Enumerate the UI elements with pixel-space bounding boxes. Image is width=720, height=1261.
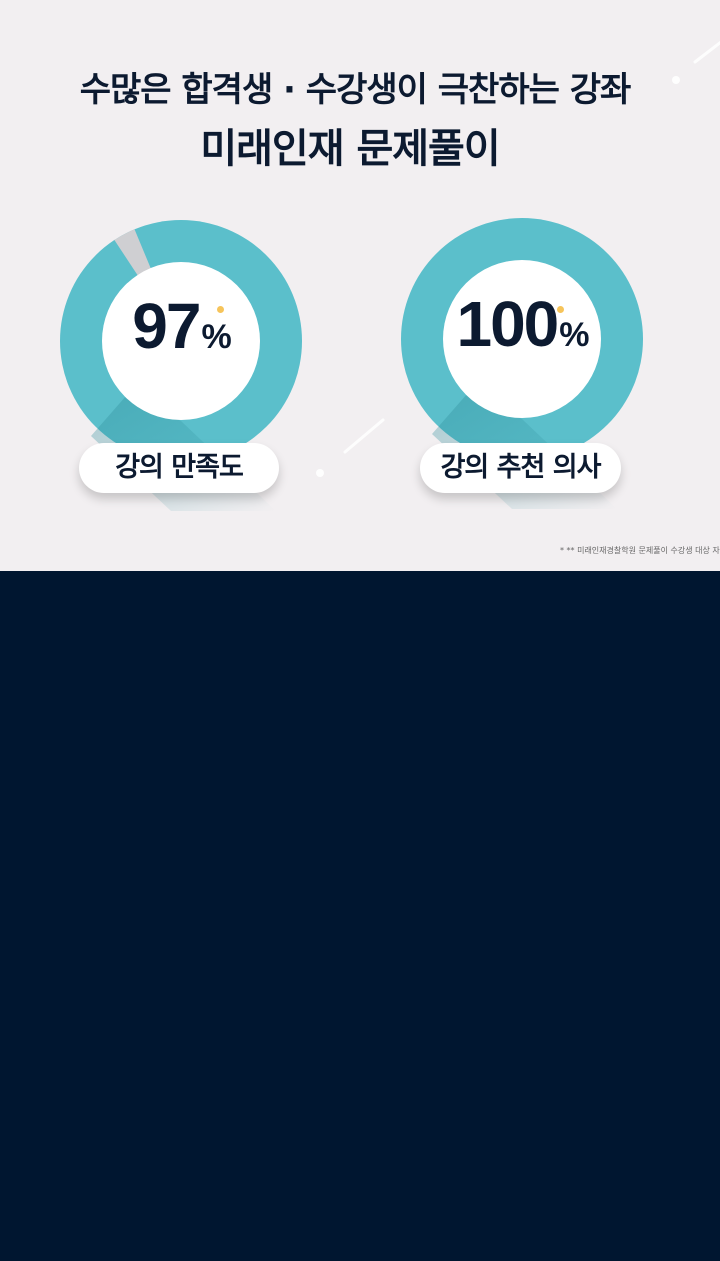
headline-line2: 미래인재 문제풀이: [200, 126, 500, 172]
stat-number: 97: [132, 290, 201, 362]
donut-chart-recommend: [401, 218, 643, 509]
stat-number: 100: [456, 288, 559, 360]
stat-unit: %: [559, 316, 589, 354]
stat-satisfaction: 97%: [31, 191, 331, 511]
stat-unit: %: [201, 318, 231, 356]
hero-section: 수많은 합격생 · 수강생이 극찬하는 강좌 미래인재 문제풀이 97% 강의 …: [0, 0, 720, 571]
accent-dot-icon: [557, 306, 564, 313]
headline-line1: 수많은 합격생 · 수강생이 극찬하는 강좌: [79, 70, 632, 110]
sparkle-decoration: [316, 40, 720, 477]
stat-value: 100%: [372, 287, 672, 361]
stat-label: 강의 추천 의사: [440, 452, 602, 483]
stat-label-pill: 강의 추천 의사: [420, 443, 621, 493]
accent-dot-icon: [217, 306, 224, 313]
stat-value: 97%: [31, 289, 331, 363]
lower-panel: [0, 571, 720, 1261]
footnote: * ** 미래인재경찰학원 문제풀이 수강생 대상 자: [560, 546, 720, 555]
stat-recommend: 100%: [372, 189, 672, 509]
stat-label: 강의 만족도: [115, 452, 244, 483]
stat-label-pill: 강의 만족도: [79, 443, 279, 493]
